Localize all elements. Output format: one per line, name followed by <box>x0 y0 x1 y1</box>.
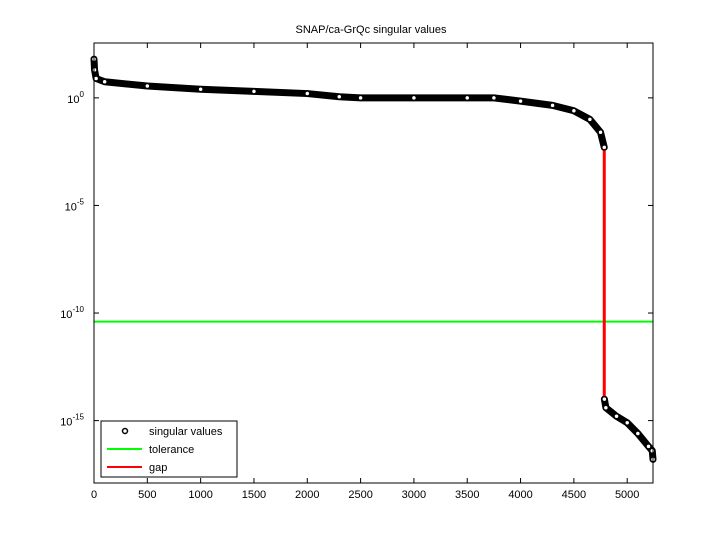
singular-value-point <box>197 86 204 93</box>
legend-label-tolerance: tolerance <box>149 444 194 456</box>
singular-value-point <box>597 129 604 136</box>
legend-marker-singular-values <box>121 427 129 435</box>
x-axis: 0 500 1000 1500 2000 2500 3000 3500 4000 4500 5000 <box>91 43 639 501</box>
x-tick-label: 3500 <box>455 489 479 501</box>
singular-value-point <box>601 395 608 403</box>
singular-value-point <box>250 88 258 95</box>
y-tick-label: 100 <box>67 90 84 106</box>
legend: singular values tolerance gap <box>100 420 238 478</box>
legend-label-gap: gap <box>149 462 167 474</box>
singular-value-point <box>602 404 610 411</box>
singular-value-point <box>517 97 524 105</box>
singular-value-point <box>410 94 418 102</box>
chart-title: SNAP/ca-GrQc singular values <box>296 24 447 36</box>
singular-value-point <box>304 90 311 97</box>
singular-value-point <box>101 78 108 85</box>
singular-value-point <box>549 102 556 109</box>
x-tick-label: 5000 <box>615 489 639 501</box>
singular-value-point <box>463 94 471 102</box>
singular-values-curve-upper <box>90 55 608 151</box>
singular-value-point <box>634 430 642 437</box>
y-tick-base: 10 <box>65 201 77 213</box>
y-tick-base: 10 <box>60 417 72 429</box>
x-tick-label: 2000 <box>295 489 319 501</box>
x-tick-label: 4000 <box>508 489 532 501</box>
singular-value-point <box>336 93 343 101</box>
singular-value-point <box>91 66 98 74</box>
y-tick-base: 10 <box>67 94 79 106</box>
y-tick-base: 10 <box>60 309 72 321</box>
singular-value-point <box>645 443 652 450</box>
y-tick-exponent: -5 <box>77 197 85 206</box>
singular-value-point <box>586 116 594 123</box>
x-tick-label: 4500 <box>562 489 586 501</box>
singular-value-point <box>357 94 364 102</box>
axes-box <box>93 42 654 484</box>
singular-values-curve-lower <box>600 395 657 463</box>
singular-value-point <box>144 82 151 90</box>
y-tick-exponent: 0 <box>80 90 85 99</box>
x-tick-label: 1500 <box>242 489 266 501</box>
x-tick-label: 0 <box>91 489 97 501</box>
y-tick-exponent: -15 <box>72 413 84 422</box>
x-tick-label: 3000 <box>402 489 426 501</box>
singular-value-point <box>649 447 656 454</box>
y-tick-label: 10-15 <box>60 413 84 429</box>
y-tick-label: 10-10 <box>60 305 84 321</box>
singular-value-point <box>623 419 631 427</box>
legend-label-singular-values: singular values <box>149 426 223 438</box>
x-tick-label: 2500 <box>348 489 372 501</box>
singular-value-point <box>570 107 578 115</box>
x-tick-label: 1000 <box>188 489 212 501</box>
singular-value-point <box>490 94 498 102</box>
singular-value-point <box>613 413 620 420</box>
x-tick-label: 500 <box>138 489 156 501</box>
plot-area <box>90 55 657 463</box>
y-tick-label: 10-5 <box>65 197 85 213</box>
singular-value-point <box>601 144 608 151</box>
y-tick-exponent: -10 <box>72 305 84 314</box>
